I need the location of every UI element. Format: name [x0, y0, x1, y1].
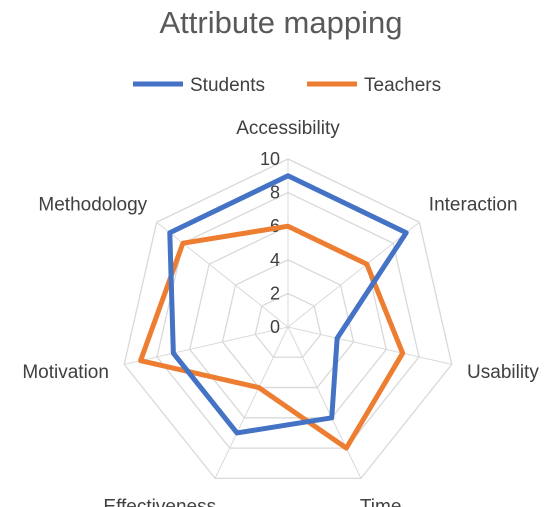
- legend: Students Teachers: [133, 75, 441, 96]
- radial-tick-labels: 0 2 4 6 8 10: [260, 149, 280, 337]
- tick-label-10: 10: [260, 149, 280, 169]
- radar-grid: [123, 158, 453, 480]
- tick-label-0: 0: [270, 317, 280, 337]
- axis-label-interaction: Interaction: [429, 195, 518, 216]
- grid-spoke: [287, 326, 452, 365]
- axis-label-usability: Usability: [467, 362, 539, 383]
- grid-ring-10: [123, 158, 453, 480]
- tick-label-2: 2: [270, 283, 280, 303]
- legend-label-teachers: Teachers: [364, 75, 441, 96]
- category-labels: Accessibility Interaction Usability Time…: [22, 118, 539, 507]
- grid-ring-2: [254, 292, 322, 358]
- axis-label-effectiveness: Effectiveness: [103, 496, 216, 507]
- axis-label-methodology: Methodology: [38, 195, 147, 216]
- series-line-teachers: [138, 223, 406, 451]
- axis-label-accessibility: Accessibility: [236, 118, 340, 139]
- grid-spoke: [214, 326, 289, 479]
- series-line-students: [167, 173, 409, 436]
- grid-spoke: [156, 221, 289, 328]
- axis-label-time: Time: [360, 496, 402, 507]
- grid-spoke: [287, 221, 420, 328]
- tick-label-8: 8: [270, 183, 280, 203]
- chart-title: Attribute mapping: [160, 5, 403, 40]
- grid-ring-4: [221, 259, 355, 389]
- tick-label-4: 4: [270, 250, 280, 270]
- series: [138, 173, 409, 451]
- axis-label-motivation: Motivation: [22, 362, 109, 383]
- grid-spoke: [124, 326, 289, 365]
- legend-label-students: Students: [190, 75, 265, 96]
- grid-spoke: [287, 326, 362, 479]
